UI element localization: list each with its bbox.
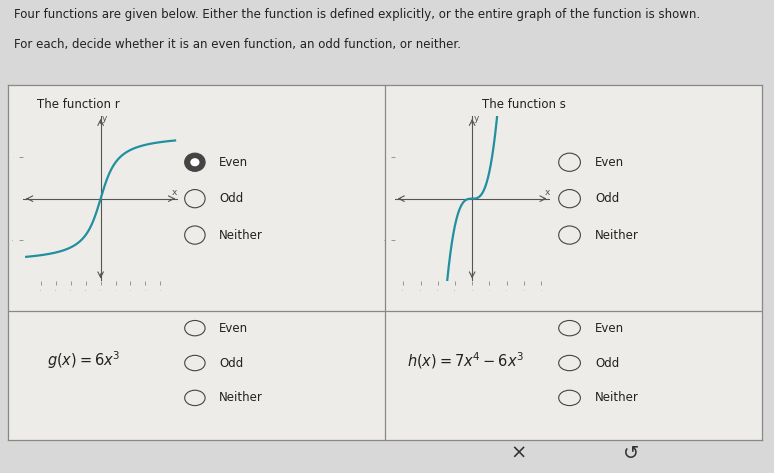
Text: For each, decide whether it is an even function, an odd function, or neither.: For each, decide whether it is an even f…: [14, 38, 461, 51]
Text: Neither: Neither: [219, 392, 263, 404]
Text: $g\left(x\right) = 6x^3$: $g\left(x\right) = 6x^3$: [47, 350, 121, 371]
Text: Odd: Odd: [219, 357, 243, 369]
Text: $h\left(x\right) = 7x^4 - 6x^3$: $h\left(x\right) = 7x^4 - 6x^3$: [407, 350, 524, 370]
Circle shape: [190, 158, 200, 166]
Text: Even: Even: [595, 156, 625, 169]
Text: Even: Even: [219, 156, 248, 169]
Text: Even: Even: [219, 322, 248, 334]
Text: Neither: Neither: [595, 228, 639, 242]
Text: y: y: [102, 114, 108, 123]
Text: Four functions are given below. Either the function is defined explicitly, or th: Four functions are given below. Either t…: [14, 8, 700, 21]
Text: ×: ×: [510, 444, 526, 463]
Text: Neither: Neither: [595, 392, 639, 404]
Text: ↺: ↺: [623, 444, 639, 463]
Text: x: x: [172, 188, 177, 197]
Text: Even: Even: [595, 322, 625, 334]
Text: x: x: [544, 188, 550, 197]
Text: Odd: Odd: [595, 357, 619, 369]
Text: The function s: The function s: [481, 98, 566, 111]
Text: Neither: Neither: [219, 228, 263, 242]
Text: Odd: Odd: [595, 192, 619, 205]
Text: Odd: Odd: [219, 192, 243, 205]
Text: y: y: [474, 114, 479, 123]
Circle shape: [185, 153, 205, 171]
Text: The function r: The function r: [37, 98, 120, 111]
